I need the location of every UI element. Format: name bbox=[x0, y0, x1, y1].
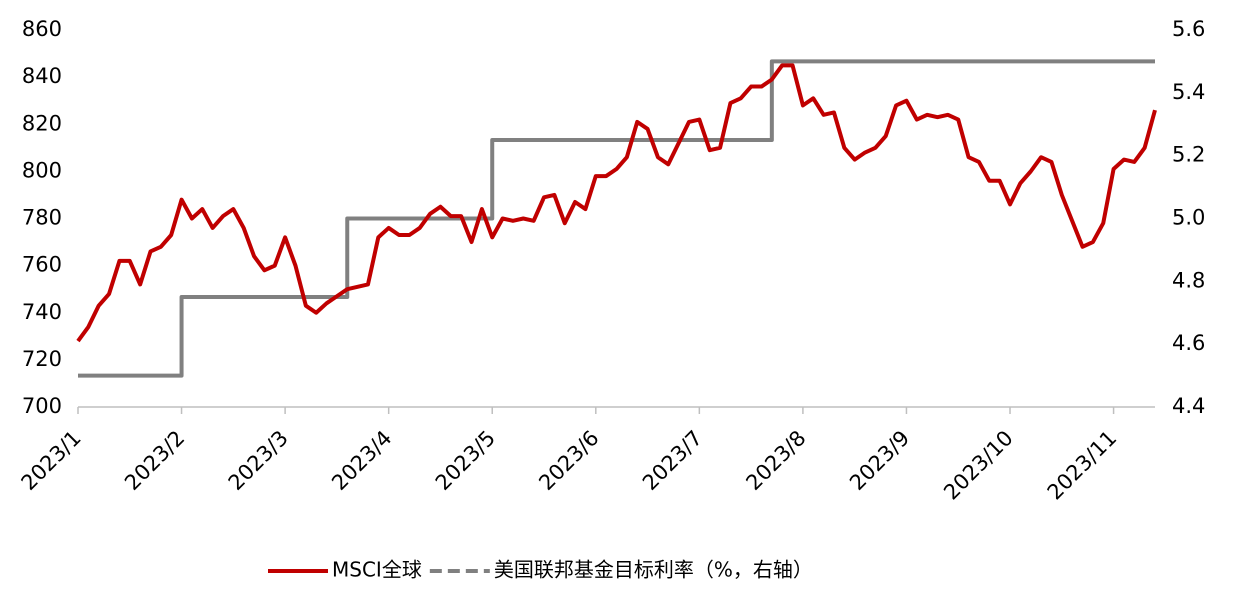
y-tick-label: 800 bbox=[22, 158, 62, 182]
x-tick-label: 2023/5 bbox=[431, 426, 500, 495]
x-tick-label: 2023/4 bbox=[327, 426, 396, 495]
y-tick-label: 760 bbox=[22, 253, 62, 277]
y2-tick-label: 5.2 bbox=[1172, 143, 1205, 167]
y-tick-label: 820 bbox=[22, 111, 62, 135]
legend-label: 美国联邦基金目标利率（%，右轴） bbox=[494, 558, 813, 582]
series-line bbox=[78, 59, 1155, 378]
y-tick-label: 720 bbox=[22, 347, 62, 371]
y2-tick-label: 4.4 bbox=[1172, 394, 1205, 418]
y-tick-label: 700 bbox=[22, 394, 62, 418]
x-tick-label: 2023/11 bbox=[1043, 426, 1122, 505]
x-tick-label: 2023/8 bbox=[741, 426, 810, 495]
y2-tick-label: 5.0 bbox=[1172, 206, 1205, 230]
x-tick-label: 2023/9 bbox=[845, 426, 914, 495]
y2-tick-label: 5.4 bbox=[1172, 80, 1205, 104]
y-tick-label: 840 bbox=[22, 64, 62, 88]
y-tick-label: 860 bbox=[22, 17, 62, 41]
x-tick-label: 2023/1 bbox=[17, 426, 86, 495]
y2-tick-label: 4.8 bbox=[1172, 268, 1205, 292]
x-tick-label: 2023/10 bbox=[939, 426, 1018, 505]
y2-tick-label: 4.6 bbox=[1172, 331, 1205, 355]
y2-tick-label: 5.6 bbox=[1172, 17, 1205, 41]
x-tick-label: 2023/2 bbox=[120, 426, 189, 495]
y-tick-label: 780 bbox=[22, 206, 62, 230]
x-tick-label: 2023/3 bbox=[224, 426, 293, 495]
legend-label: MSCI全球 bbox=[332, 558, 422, 582]
x-tick-label: 2023/6 bbox=[534, 426, 603, 495]
y-tick-label: 740 bbox=[22, 300, 62, 324]
series-line bbox=[76, 63, 1157, 343]
x-tick-label: 2023/7 bbox=[638, 426, 707, 495]
